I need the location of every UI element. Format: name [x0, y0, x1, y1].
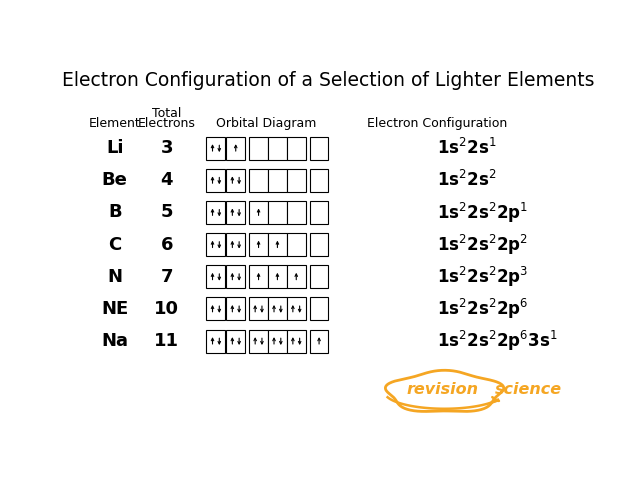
Bar: [268, 169, 287, 192]
Text: C: C: [108, 236, 122, 253]
Text: Li: Li: [106, 139, 124, 157]
Text: 1s$^2$2s$^2$2p$^6$3s$^1$: 1s$^2$2s$^2$2p$^6$3s$^1$: [437, 329, 558, 353]
Bar: [207, 265, 225, 288]
Bar: [249, 169, 268, 192]
Text: 10: 10: [154, 300, 179, 318]
Bar: [207, 169, 225, 192]
Text: 1s$^2$2s$^2$: 1s$^2$2s$^2$: [437, 170, 497, 191]
Text: 11: 11: [154, 332, 179, 350]
Bar: [227, 298, 245, 320]
Bar: [227, 169, 245, 192]
Bar: [310, 233, 328, 256]
Bar: [268, 233, 287, 256]
Text: Electrons: Electrons: [138, 118, 196, 131]
Bar: [268, 298, 287, 320]
Text: 1s$^2$2s$^1$: 1s$^2$2s$^1$: [437, 138, 497, 158]
Text: 4: 4: [161, 171, 173, 189]
Bar: [287, 265, 306, 288]
Bar: [310, 298, 328, 320]
Text: 6: 6: [161, 236, 173, 253]
Text: NE: NE: [101, 300, 129, 318]
Text: Element: Element: [89, 118, 141, 131]
Text: N: N: [108, 268, 122, 286]
Bar: [310, 330, 328, 352]
Bar: [287, 169, 306, 192]
Text: 1s$^2$2s$^2$2p$^6$: 1s$^2$2s$^2$2p$^6$: [437, 297, 529, 321]
Text: Electron Configuration: Electron Configuration: [367, 118, 508, 131]
Text: Electron Configuration of a Selection of Lighter Elements: Electron Configuration of a Selection of…: [61, 71, 595, 90]
Text: Orbital Diagram: Orbital Diagram: [216, 118, 316, 131]
Bar: [310, 169, 328, 192]
Bar: [249, 330, 268, 352]
Bar: [268, 330, 287, 352]
Text: revision: revision: [406, 383, 478, 397]
Text: B: B: [108, 204, 122, 221]
Text: 7: 7: [161, 268, 173, 286]
Bar: [227, 137, 245, 160]
Bar: [207, 233, 225, 256]
Bar: [287, 330, 306, 352]
Bar: [287, 298, 306, 320]
Bar: [207, 298, 225, 320]
Bar: [207, 137, 225, 160]
Bar: [310, 137, 328, 160]
Bar: [207, 330, 225, 352]
Bar: [227, 330, 245, 352]
Bar: [268, 201, 287, 224]
Text: 1s$^2$2s$^2$2p$^2$: 1s$^2$2s$^2$2p$^2$: [437, 233, 528, 257]
Bar: [249, 137, 268, 160]
Bar: [227, 201, 245, 224]
Bar: [249, 233, 268, 256]
Text: Be: Be: [102, 171, 127, 189]
Text: 3: 3: [161, 139, 173, 157]
Bar: [287, 137, 306, 160]
Bar: [249, 298, 268, 320]
Bar: [310, 265, 328, 288]
Bar: [268, 137, 287, 160]
Bar: [310, 201, 328, 224]
Text: 5: 5: [161, 204, 173, 221]
Text: Total: Total: [152, 108, 182, 120]
Bar: [207, 201, 225, 224]
Bar: [287, 233, 306, 256]
Bar: [249, 201, 268, 224]
Bar: [227, 265, 245, 288]
Text: 1s$^2$2s$^2$2p$^3$: 1s$^2$2s$^2$2p$^3$: [437, 265, 529, 289]
Text: 1s$^2$2s$^2$2p$^1$: 1s$^2$2s$^2$2p$^1$: [437, 201, 528, 225]
Bar: [268, 265, 287, 288]
Bar: [249, 265, 268, 288]
Text: Na: Na: [101, 332, 128, 350]
Text: science: science: [495, 383, 563, 397]
Bar: [227, 233, 245, 256]
Bar: [287, 201, 306, 224]
